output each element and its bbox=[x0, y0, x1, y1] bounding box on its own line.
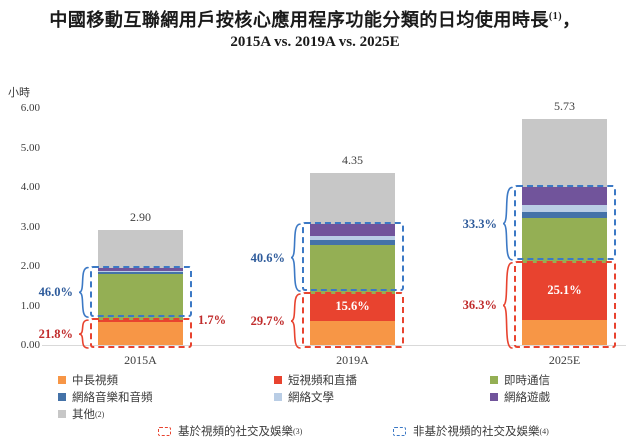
legend-item-mid_long_video: 中長視頻 bbox=[58, 372, 118, 388]
mid_long_video-swatch-icon bbox=[58, 376, 66, 384]
chart-subtitle: 2015A vs. 2019A vs. 2025E bbox=[230, 34, 400, 50]
y-axis-tick-label: 3.00 bbox=[20, 220, 40, 233]
bar-segment-2025E-online_literature bbox=[522, 204, 607, 213]
bar-segment-2019A-mid_long_video bbox=[310, 320, 395, 345]
legend-label: 中長視頻 bbox=[72, 375, 118, 387]
y-axis-tick-label: 1.00 bbox=[20, 299, 40, 312]
brace-icon bbox=[78, 266, 89, 318]
legend-item-online_music_audio: 網絡音樂和音頻 bbox=[58, 389, 153, 405]
bar-segment-2015A-others bbox=[98, 230, 183, 268]
bar-segment-2015A-mid_long_video bbox=[98, 322, 183, 345]
legend-item-non-video-based: 非基於視頻的社交及娛樂 (4) bbox=[393, 423, 549, 439]
chart-title-footnote-marker: (1) bbox=[548, 11, 563, 22]
brace-icon bbox=[78, 319, 89, 349]
y-axis-tick-label: 6.00 bbox=[20, 102, 40, 114]
legend-label: 網絡文學 bbox=[288, 392, 334, 404]
red-dashed-swatch-icon bbox=[158, 426, 171, 436]
x-axis-category-label: 2015A bbox=[124, 353, 157, 367]
bar-segment-2019A-online_games bbox=[310, 224, 395, 236]
chart-title-comma: ， bbox=[562, 10, 581, 30]
legend-label: 即時通信 bbox=[504, 375, 550, 387]
non-video-based-pct-label: 46.0% bbox=[38, 285, 73, 300]
short-video-pct-label: 1.7% bbox=[198, 313, 227, 328]
bar-segment-2019A-short_video_live bbox=[310, 294, 395, 321]
legend-label: 短視頻和直播 bbox=[288, 375, 357, 387]
legend-item-others: 其他 (2) bbox=[58, 406, 104, 422]
bar-total-label: 2.90 bbox=[130, 210, 151, 225]
bar-segment-2015A-online_games bbox=[98, 267, 183, 271]
others-swatch-icon bbox=[58, 410, 66, 418]
legend-label: 其他 bbox=[72, 409, 95, 421]
chart-title: 中國移動互聯網用戶按核心應用程序功能分類的日均使用時長(1)， bbox=[0, 6, 630, 32]
y-axis-unit-label: 小時 bbox=[8, 87, 30, 99]
brace-icon bbox=[502, 186, 513, 261]
non-video-based-pct-label: 40.6% bbox=[250, 250, 285, 265]
bar-segment-2015A-instant_messaging bbox=[98, 274, 183, 321]
bar-segment-2019A-instant_messaging bbox=[310, 244, 395, 295]
bar-segment-2025E-online_music_audio bbox=[522, 212, 607, 219]
video-based-dashed-box bbox=[514, 260, 616, 348]
brace-icon bbox=[502, 262, 513, 349]
legend-video-based-footnote-marker: (3) bbox=[293, 426, 303, 436]
video-based-pct-label: 29.7% bbox=[250, 314, 285, 329]
video-based-dashed-box bbox=[90, 318, 192, 348]
non-video-based-dashed-box bbox=[302, 222, 404, 292]
bar-total-label: 5.73 bbox=[554, 98, 575, 113]
short_video_live-swatch-icon bbox=[274, 376, 282, 384]
x-axis-category-label: 2019A bbox=[336, 353, 369, 367]
brace-icon bbox=[290, 293, 301, 349]
instant_messaging-swatch-icon bbox=[490, 376, 498, 384]
legend-label: 網絡音樂和音頻 bbox=[72, 392, 153, 404]
bar-segment-2019A-online_literature bbox=[310, 235, 395, 241]
blue-dashed-swatch-icon bbox=[393, 426, 406, 436]
bar-segment-2025E-mid_long_video bbox=[522, 319, 607, 345]
online_games-swatch-icon bbox=[490, 393, 498, 401]
non-video-based-dashed-box bbox=[90, 265, 192, 318]
bar-segment-2025E-others bbox=[522, 118, 607, 188]
bar-segment-2025E-instant_messaging bbox=[522, 218, 607, 263]
chart-title-text: 中國移動互聯網用戶按核心應用程序功能分類的日均使用時長 bbox=[49, 10, 549, 30]
y-axis-tick-label: 4.00 bbox=[20, 181, 40, 193]
online_music_audio-swatch-icon bbox=[58, 393, 66, 401]
y-axis-tick-label: 2.00 bbox=[20, 260, 40, 272]
legend-video-based-label: 基於視頻的社交及娛樂 bbox=[178, 426, 293, 438]
bar-segment-2019A-others bbox=[310, 173, 395, 225]
video-based-pct-label: 36.3% bbox=[462, 298, 497, 313]
bar-segment-2015A-online_literature bbox=[98, 270, 183, 272]
legend-footnote-marker: (2) bbox=[95, 409, 105, 419]
video-based-pct-label: 21.8% bbox=[38, 327, 73, 342]
legend-label: 網絡遊戲 bbox=[504, 392, 550, 404]
bar-total-label: 4.35 bbox=[342, 153, 363, 168]
short-video-pct-label: 25.1% bbox=[547, 283, 582, 298]
legend-non-video-based-label: 非基於視頻的社交及娛樂 bbox=[413, 426, 540, 438]
legend-item-instant_messaging: 即時通信 bbox=[490, 372, 550, 388]
legend-item-online_games: 網絡遊戲 bbox=[490, 389, 550, 405]
legend-item-video-based: 基於視頻的社交及娛樂 (3) bbox=[158, 423, 302, 439]
x-axis-category-label: 2025E bbox=[548, 353, 581, 367]
bar-segment-2025E-short_video_live bbox=[522, 262, 607, 320]
non-video-based-pct-label: 33.3% bbox=[462, 216, 497, 231]
legend-item-short_video_live: 短視頻和直播 bbox=[274, 372, 357, 388]
y-axis-tick-label: 5.00 bbox=[20, 141, 40, 154]
non-video-based-dashed-box bbox=[514, 185, 616, 260]
bar-segment-2015A-online_music_audio bbox=[98, 271, 183, 275]
bar-segment-2015A-short_video_live bbox=[98, 320, 183, 323]
online_literature-swatch-icon bbox=[274, 393, 282, 401]
y-axis-tick-label: 0.00 bbox=[20, 339, 40, 351]
legend-non-video-based-footnote-marker: (4) bbox=[539, 426, 549, 436]
video-based-dashed-box bbox=[302, 292, 404, 348]
x-axis-line bbox=[42, 345, 626, 346]
legend-item-online_literature: 網絡文學 bbox=[274, 389, 334, 405]
short-video-pct-label: 15.6% bbox=[335, 299, 370, 314]
bar-segment-2019A-online_music_audio bbox=[310, 240, 395, 245]
bar-segment-2025E-online_games bbox=[522, 187, 607, 205]
brace-icon bbox=[290, 223, 301, 292]
